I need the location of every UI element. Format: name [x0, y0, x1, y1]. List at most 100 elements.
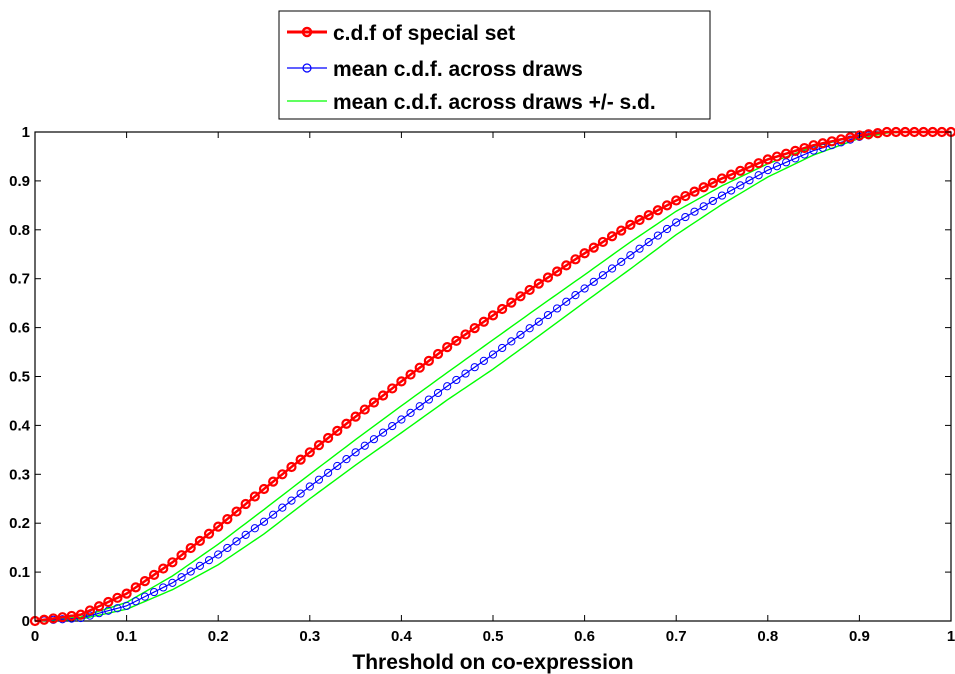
- mean-cdf-point: [580, 284, 589, 293]
- special-set-point: [698, 182, 709, 193]
- mean-cdf-point: [763, 166, 772, 175]
- legend-label-sd: mean c.d.f. across draws +/- s.d.: [333, 91, 656, 114]
- special-set-point: [845, 132, 856, 143]
- special-set-point: [359, 404, 370, 415]
- x-tick-label: 0: [31, 628, 39, 645]
- special-set-point: [368, 397, 380, 408]
- special-set-point: [432, 348, 444, 360]
- plot-area: [34, 131, 952, 622]
- special-set-point: [643, 210, 654, 221]
- special-set-point: [515, 291, 526, 302]
- special-set-point: [570, 254, 581, 265]
- special-set-point: [552, 266, 563, 277]
- mean-cdf-point: [699, 202, 708, 211]
- special-set-point: [744, 161, 755, 173]
- y-tick-label: 0.5: [9, 369, 30, 386]
- mean-cdf-point: [452, 375, 461, 385]
- special-set-point: [249, 491, 260, 502]
- special-set-point: [460, 329, 471, 340]
- special-set-point: [799, 142, 810, 154]
- mean-cdf-point: [397, 415, 406, 424]
- mean-cdf-point: [809, 146, 818, 155]
- mean-cdf-point: [378, 428, 388, 437]
- special-set-point: [808, 140, 819, 151]
- mean-cdf-point: [662, 224, 672, 234]
- special-set-point: [900, 126, 911, 138]
- mean-cdf-point: [360, 441, 369, 450]
- special-set-point: [286, 461, 297, 473]
- mean-cdf-point: [104, 606, 113, 615]
- special-set-point: [790, 145, 801, 156]
- mean-cdf-point: [516, 330, 525, 339]
- mean-cdf-point: [333, 461, 342, 471]
- x-tick-label: 1: [947, 628, 955, 645]
- special-set-point: [158, 563, 169, 574]
- special-set-point: [185, 542, 196, 554]
- mean-cdf-point: [351, 448, 360, 457]
- mean-cdf-point: [498, 343, 507, 353]
- special-set-point: [203, 528, 215, 539]
- special-set-point: [835, 134, 847, 145]
- special-set-point: [304, 447, 315, 458]
- special-set-point: [890, 126, 902, 138]
- mean-cdf-point: [159, 583, 168, 592]
- special-set-point: [57, 612, 68, 623]
- x-tick-label: 0.3: [299, 628, 320, 645]
- special-set-point: [213, 521, 224, 532]
- x-tick-label: 0.2: [208, 628, 229, 645]
- x-tick-label: 0.9: [849, 628, 870, 645]
- special-set-point: [414, 362, 425, 373]
- mean-cdf-point: [314, 475, 324, 484]
- mean-cdf-point: [149, 587, 159, 597]
- special-set-point: [258, 483, 270, 495]
- special-set-point: [726, 169, 737, 180]
- mean-cdf-point: [305, 482, 314, 491]
- mean-cdf-point: [241, 530, 250, 539]
- special-set-point: [918, 126, 929, 138]
- mean-cdf-point: [745, 176, 754, 185]
- axis-ticks: 0 0.1 0.2 0.3 0.4 0.5 0.6 0.7 0.8 0.9 1 0 0.1 0.2 0.3 0…: [9, 124, 955, 645]
- x-tick-label: 0.8: [757, 628, 778, 645]
- mean-cdf-point: [324, 468, 333, 477]
- mean-cdf-point: [296, 489, 305, 498]
- x-tick-label: 0.1: [116, 628, 137, 645]
- special-set-point: [139, 575, 151, 587]
- special-set-point: [579, 248, 590, 259]
- mean-cdf-point: [690, 207, 699, 216]
- x-tick-label: 0.4: [391, 628, 413, 645]
- mean-cdf-point: [177, 573, 186, 582]
- mean-cdf-point: [269, 510, 278, 519]
- x-tick-label: 0.5: [483, 628, 504, 645]
- mean-cdf-point: [653, 231, 662, 240]
- special-set-point: [863, 129, 874, 140]
- y-tick-label: 0.4: [9, 417, 31, 434]
- mean-cdf-point: [626, 251, 635, 260]
- mean-cdf-point: [168, 578, 177, 587]
- special-set-point: [735, 165, 746, 176]
- mean-cdf-point: [571, 291, 580, 300]
- mean-cdf-point: [140, 592, 150, 601]
- mean-cdf-point: [122, 601, 131, 610]
- special-set-point: [826, 136, 838, 147]
- special-set-point: [487, 310, 499, 321]
- special-set-point: [84, 605, 96, 616]
- mean-cdf-point: [232, 537, 241, 546]
- mean-cdf-point: [342, 455, 351, 464]
- special-set-point: [661, 200, 673, 211]
- special-set-point: [148, 569, 160, 580]
- mean-cdf-point: [250, 524, 259, 533]
- special-set-point: [542, 272, 554, 283]
- special-set-point: [689, 186, 700, 197]
- special-set-point: [652, 205, 663, 216]
- special-set-point: [762, 154, 773, 165]
- mean-cdf-point: [223, 543, 232, 553]
- mean-cdf-point: [470, 363, 479, 372]
- special-set-point: [606, 231, 618, 242]
- special-set-point: [817, 138, 828, 149]
- special-set-point: [524, 284, 535, 296]
- special-set-point: [240, 498, 251, 510]
- special-set-point: [323, 432, 334, 444]
- special-set-point: [854, 130, 865, 141]
- special-set-point: [881, 126, 892, 138]
- special-set-point: [634, 214, 645, 226]
